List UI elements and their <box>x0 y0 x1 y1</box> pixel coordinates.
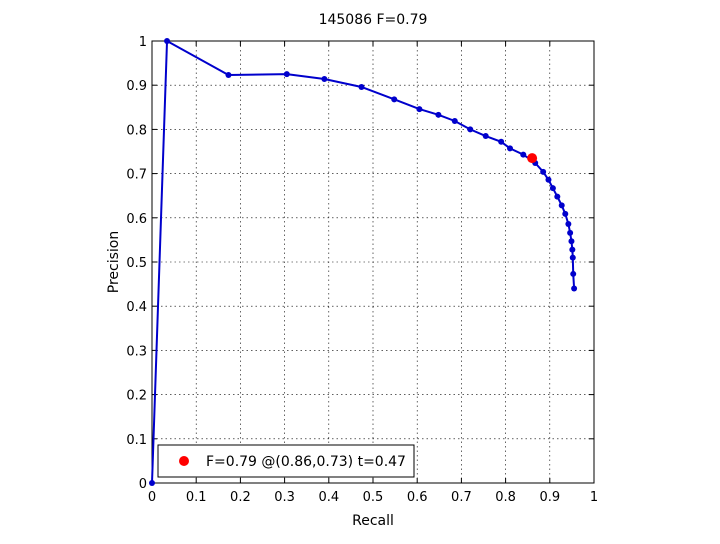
pr-point <box>554 193 561 200</box>
tick-labels: 0 0.1 0.2 0.3 0.4 0.5 0.6 0.7 0.8 0.9 1 0 0.1 0.2 0.3 0… <box>126 35 598 505</box>
pr-point <box>467 126 474 133</box>
grid-lines <box>152 41 594 483</box>
pr-point <box>416 106 423 113</box>
y-tick-label: 0.5 <box>126 256 147 271</box>
pr-point <box>498 138 505 145</box>
pr-point <box>545 176 552 183</box>
chart-title: 145086 F=0.79 <box>319 12 428 28</box>
pr-point <box>283 71 290 78</box>
pr-point <box>391 96 398 103</box>
y-tick-label: 0.1 <box>126 433 147 448</box>
pr-point <box>569 246 576 253</box>
x-tick-label: 0.2 <box>230 490 251 505</box>
y-tick-label: 0.9 <box>126 79 147 94</box>
pr-point <box>567 229 574 236</box>
y-tick-label: 0.6 <box>126 212 147 227</box>
legend-box <box>157 444 415 478</box>
legend: F=0.79 @(0.86,0.73) t=0.47 <box>157 444 415 478</box>
pr-point <box>540 168 547 175</box>
best-f-point <box>527 153 538 164</box>
x-tick-label: 0 <box>148 490 156 505</box>
pr-point <box>520 151 527 158</box>
y-tick-label: 0 <box>139 477 147 492</box>
pr-point <box>570 270 577 277</box>
y-tick-label: 0.3 <box>126 344 147 359</box>
y-tick-label: 0.4 <box>126 300 147 315</box>
pr-series <box>149 38 578 486</box>
legend-marker <box>179 456 189 466</box>
x-tick-label: 0.4 <box>318 490 339 505</box>
pr-point <box>149 480 155 486</box>
x-tick-label: 0.1 <box>186 490 207 505</box>
x-tick-label: 0.7 <box>451 490 472 505</box>
pr-point <box>482 133 489 140</box>
pr-point <box>451 118 458 125</box>
pr-point <box>321 76 328 83</box>
best-f-point-layer <box>527 153 538 164</box>
y-axis-label: Precision <box>106 231 122 293</box>
y-tick-label: 0.8 <box>126 123 147 138</box>
x-axis-label: Recall <box>352 513 394 529</box>
pr-point <box>435 111 442 118</box>
x-tick-label: 1 <box>590 490 598 505</box>
legend-label: F=0.79 @(0.86,0.73) t=0.47 <box>206 454 406 470</box>
pr-point <box>164 38 171 44</box>
pr-point <box>569 254 576 261</box>
pr-point <box>549 185 556 192</box>
x-tick-label: 0.9 <box>539 490 560 505</box>
axis-ticks <box>151 40 595 484</box>
pr-point <box>358 83 365 90</box>
y-tick-label: 0.2 <box>126 389 147 404</box>
x-tick-label: 0.6 <box>407 490 428 505</box>
pr-point <box>562 210 569 217</box>
pr-point <box>558 202 565 209</box>
x-tick-label: 0.5 <box>363 490 384 505</box>
x-tick-label: 0.3 <box>274 490 295 505</box>
y-tick-label: 1 <box>139 35 147 50</box>
pr-point <box>507 145 514 152</box>
pr-point <box>571 285 578 292</box>
pr-point <box>565 220 572 227</box>
pr-point <box>568 238 575 245</box>
x-tick-label: 0.8 <box>495 490 516 505</box>
pr-point <box>225 72 232 79</box>
y-tick-label: 0.7 <box>126 168 147 183</box>
